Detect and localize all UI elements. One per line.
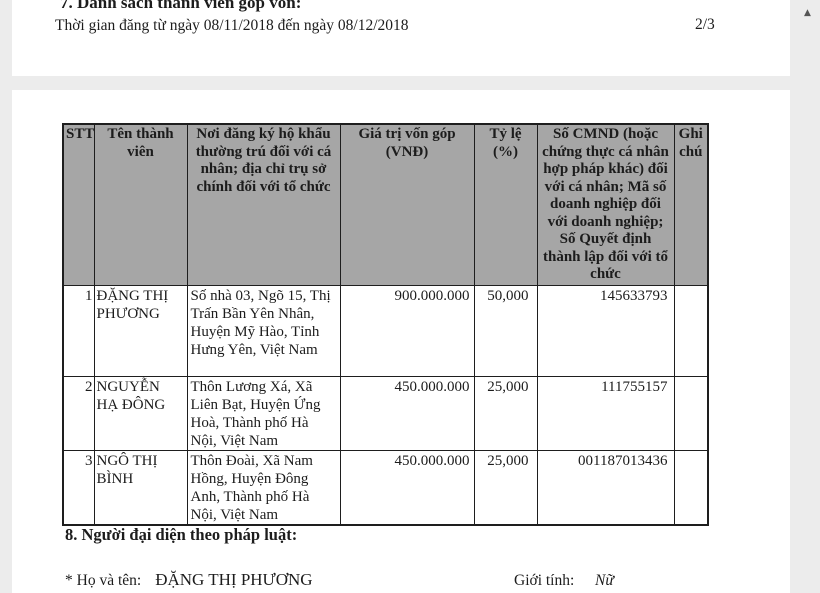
members-table: STT Tên thành viên Nơi đăng ký hộ khẩu t… <box>62 123 709 526</box>
cell-member-name: NGUYỄN HẠ ĐÔNG <box>93 375 188 451</box>
col-header-note: Ghi chú <box>673 123 709 286</box>
registration-date-range: Thời gian đăng từ ngày 08/11/2018 đến ng… <box>55 17 409 34</box>
cell-stt: 3 <box>62 449 95 525</box>
cell-ratio: 25,000 <box>473 375 538 451</box>
cell-address: Thôn Lương Xá, Xã Liên Bạt, Huyện Ứng Ho… <box>186 375 341 451</box>
representative-name-value: ĐẶNG THỊ PHƯƠNG <box>155 570 313 589</box>
table-row: 1 ĐẶNG THỊ PHƯƠNG Số nhà 03, Ngõ 15, Thị… <box>62 284 709 377</box>
cell-id-number: 145633793 <box>536 284 675 377</box>
representative-line: * Họ và tên: ĐẶNG THỊ PHƯƠNG Giới tính: N… <box>65 570 765 592</box>
table-row: 3 NGÔ THỊ BÌNH Thôn Đoài, Xã Nam Hồng, H… <box>62 449 709 525</box>
col-header-address: Nơi đăng ký hộ khẩu thường trú đối với c… <box>186 123 341 286</box>
table-row: 2 NGUYỄN HẠ ĐÔNG Thôn Lương Xá, Xã Liên … <box>62 375 709 451</box>
page-number: 2/3 <box>695 16 715 33</box>
cell-capital-value: 450.000.000 <box>339 375 475 451</box>
gender-label: Giới tính: <box>514 572 575 589</box>
cell-id-number: 001187013436 <box>536 449 675 525</box>
representative-name-label: * Họ và tên: <box>65 572 142 589</box>
cell-ratio: 25,000 <box>473 449 538 525</box>
section-8-heading: 8. Người đại diện theo pháp luật: <box>65 525 298 544</box>
cell-capital-value: 900.000.000 <box>339 284 475 377</box>
section-7-heading: 7. Danh sách thành viên góp vốn: <box>60 0 302 12</box>
cell-note <box>673 375 709 451</box>
cell-member-name: NGÔ THỊ BÌNH <box>93 449 188 525</box>
col-header-member-name: Tên thành viên <box>93 123 188 286</box>
cell-ratio: 50,000 <box>473 284 538 377</box>
document-page-1: 7. Danh sách thành viên góp vốn: Thời gi… <box>12 0 790 76</box>
cell-address: Thôn Đoài, Xã Nam Hồng, Huyện Đông Anh, … <box>186 449 341 525</box>
cell-member-name: ĐẶNG THỊ PHƯƠNG <box>93 284 188 377</box>
cell-capital-value: 450.000.000 <box>339 449 475 525</box>
col-header-id-number: Số CMND (hoặc chứng thực cá nhân hợp phá… <box>536 123 675 286</box>
cell-note <box>673 284 709 377</box>
cell-stt: 1 <box>62 284 95 377</box>
cell-stt: 2 <box>62 375 95 451</box>
col-header-capital-value: Giá trị vốn góp (VNĐ) <box>339 123 475 286</box>
cell-address: Số nhà 03, Ngõ 15, Thị Trấn Bần Yên Nhân… <box>186 284 341 377</box>
cell-id-number: 111755157 <box>536 375 675 451</box>
col-header-stt: STT <box>62 123 95 286</box>
scroll-up-icon[interactable]: ▲ <box>804 8 811 18</box>
table-header-row: STT Tên thành viên Nơi đăng ký hộ khẩu t… <box>62 123 709 286</box>
cell-note <box>673 449 709 525</box>
document-page-2: STT Tên thành viên Nơi đăng ký hộ khẩu t… <box>12 90 790 593</box>
gender-value: Nữ <box>595 572 614 589</box>
col-header-ratio: Tỷ lệ (%) <box>473 123 538 286</box>
